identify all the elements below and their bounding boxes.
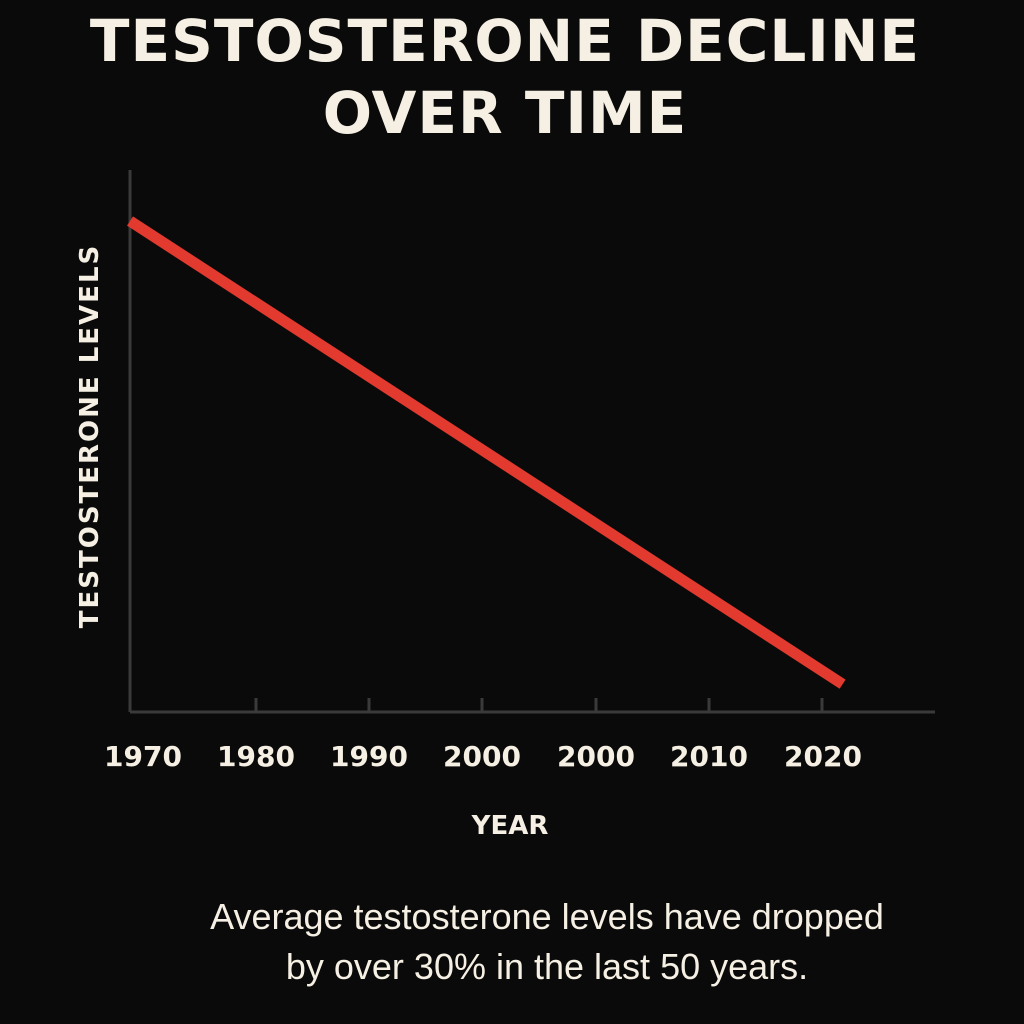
x-ticks: 1970 1980 1990 2000 2000 2010 2020 (104, 698, 862, 773)
caption-line-1: Average testosterone levels have dropped (210, 896, 884, 937)
series-line (127, 216, 846, 689)
x-tick-label: 1970 (104, 740, 182, 773)
x-tick-label: 2010 (670, 740, 748, 773)
chart-title-line-1: TESTOSTERONE DECLINE (89, 7, 921, 75)
series-lines (127, 216, 846, 689)
x-tick-label: 2020 (784, 740, 862, 773)
x-tick-label: 2000 (443, 740, 521, 773)
y-axis-label: TESTOSTERONE LEVELS (75, 243, 105, 629)
caption-line-2: by over 30% in the last 50 years. (285, 946, 809, 987)
axes (128, 170, 935, 714)
x-tick-label: 1990 (330, 740, 408, 773)
x-tick-label: 1980 (217, 740, 295, 773)
chart-title-line-2: OVER TIME (322, 79, 688, 147)
caption: Average testosterone levels have dropped… (0, 892, 1024, 992)
x-axis-label: YEAR (471, 811, 549, 841)
x-tick-label: 2000 (557, 740, 635, 773)
